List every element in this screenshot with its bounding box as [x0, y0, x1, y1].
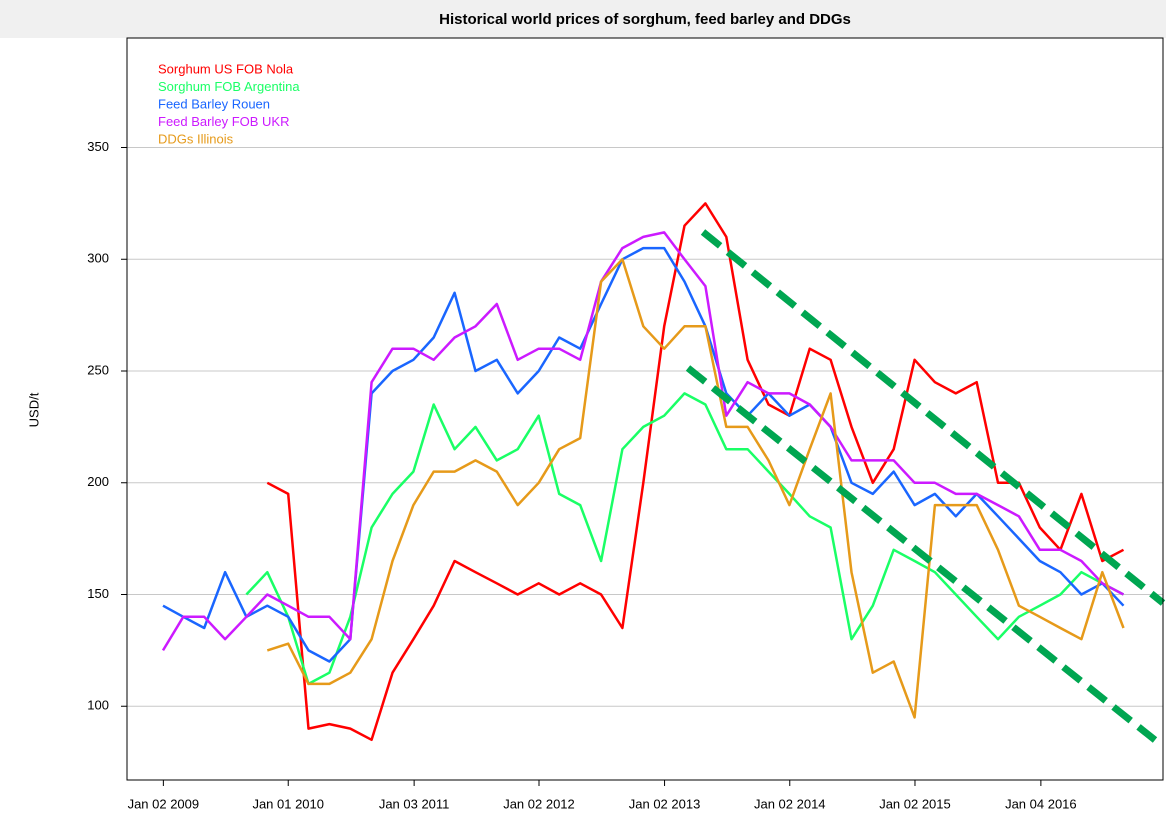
- chart-title: Historical world prices of sorghum, feed…: [439, 11, 851, 28]
- x-tick-label: Jan 02 2014: [754, 796, 826, 811]
- x-tick-label: Jan 04 2016: [1005, 796, 1077, 811]
- legend-entry: Feed Barley Rouen: [158, 96, 270, 111]
- y-tick-label: 350: [87, 139, 109, 154]
- y-tick-label: 100: [87, 698, 109, 713]
- plot-area: [127, 147, 1163, 742]
- plot-frame: [126, 37, 1164, 781]
- legend-entry: Feed Barley FOB UKR: [158, 114, 290, 129]
- x-tick-label: Jan 02 2015: [879, 796, 951, 811]
- y-tick-label: 300: [87, 251, 109, 266]
- trend-line-lower: [685, 365, 1158, 743]
- y-axis-label: USD/t: [26, 392, 41, 427]
- series-line: [161, 231, 1125, 652]
- legend-entry: Sorghum US FOB Nola: [158, 61, 294, 76]
- x-tick-label: Jan 02 2009: [128, 796, 200, 811]
- series-line: [266, 202, 1125, 742]
- trend-line-upper: [700, 229, 1166, 606]
- y-tick-label: 250: [87, 362, 109, 377]
- legend-entry: DDGs Illinois: [158, 131, 234, 146]
- x-tick-label: Jan 03 2011: [379, 796, 450, 811]
- legend-entry: Sorghum FOB Argentina: [158, 79, 300, 94]
- title-band: [0, 0, 1166, 38]
- y-tick-label: 150: [87, 586, 109, 601]
- series-line: [162, 246, 1125, 663]
- x-tick-label: Jan 02 2012: [503, 796, 575, 811]
- x-tick-label: Jan 01 2010: [252, 796, 324, 811]
- series-line: [266, 258, 1125, 719]
- y-tick-label: 200: [87, 474, 109, 489]
- x-tick-label: Jan 02 2013: [629, 796, 701, 811]
- series-line: [245, 392, 1125, 686]
